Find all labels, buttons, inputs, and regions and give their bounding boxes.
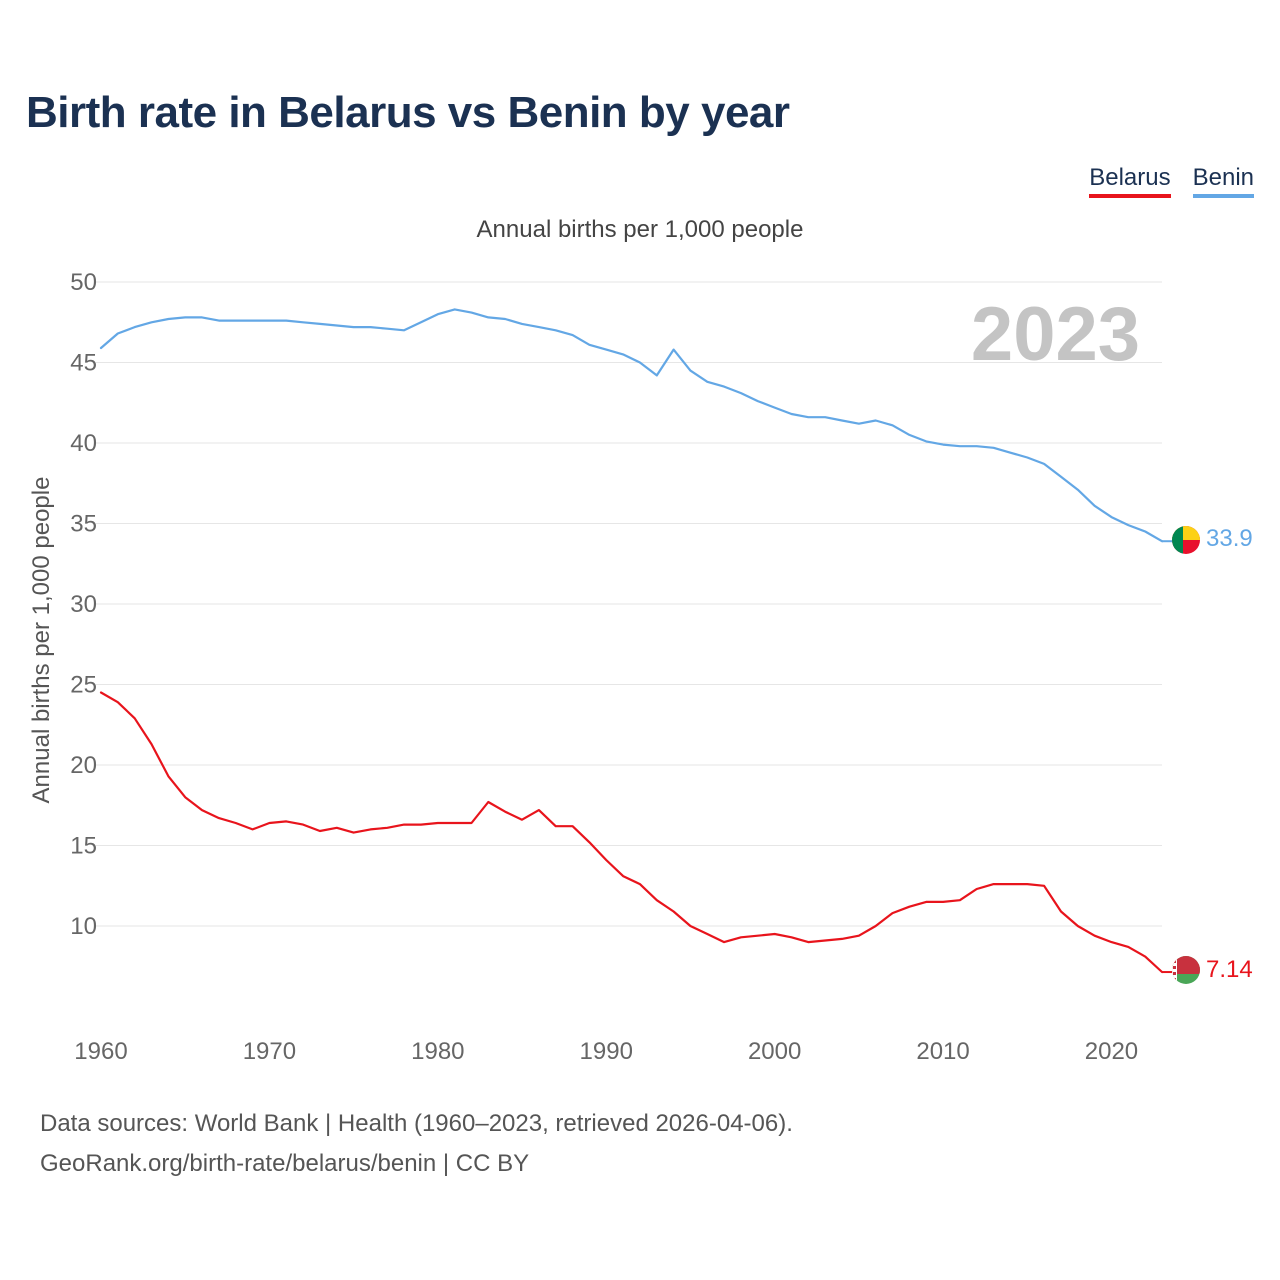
chart-subtitle: Annual births per 1,000 people — [476, 216, 804, 243]
x-tick-label: 1960 — [74, 1038, 127, 1065]
y-tick-label: 15 — [70, 833, 97, 860]
y-tick-label: 10 — [70, 913, 97, 940]
y-tick-label: 35 — [70, 511, 97, 538]
x-axis-ticks: 1960 1970 1980 1990 2000 2010 2020 — [74, 1038, 1138, 1065]
legend: Belarus Benin — [1089, 164, 1254, 198]
footer-attribution: GeoRank.org/birth-rate/belarus/benin | C… — [40, 1150, 530, 1177]
y-tick-label: 50 — [70, 269, 97, 296]
x-tick-label: 1970 — [243, 1038, 296, 1065]
belarus-end-label: 7.14 — [1206, 956, 1253, 983]
x-tick-label: 2020 — [1085, 1038, 1138, 1065]
y-tick-label: 45 — [70, 350, 97, 377]
y-tick-label: 30 — [70, 591, 97, 618]
gridlines — [96, 281, 1162, 927]
legend-item-belarus[interactable]: Belarus — [1089, 164, 1171, 198]
series-line-belarus — [99, 691, 1164, 974]
y-tick-label: 40 — [70, 430, 97, 457]
benin-flag-icon — [1172, 526, 1200, 554]
series-line-benin — [99, 308, 1164, 543]
chart-title: Birth rate in Belarus vs Benin by year — [26, 88, 790, 137]
legend-item-benin[interactable]: Benin — [1192, 164, 1254, 198]
footer: Data sources: World Bank | Health (1960–… — [40, 1104, 793, 1184]
series — [99, 308, 1172, 974]
y-tick-label: 20 — [70, 752, 97, 779]
year-watermark: 2023 — [971, 292, 1140, 377]
y-axis-ticks: 10 15 20 25 30 35 40 45 50 — [70, 269, 97, 940]
y-tick-label: 25 — [70, 672, 97, 699]
x-tick-label: 1980 — [411, 1038, 464, 1065]
footer-sources: Data sources: World Bank | Health (1960–… — [40, 1110, 793, 1137]
x-tick-label: 1990 — [580, 1038, 633, 1065]
belarus-flag-icon — [1172, 956, 1200, 984]
benin-end-label: 33.9 — [1206, 525, 1253, 552]
x-tick-label: 2000 — [748, 1038, 801, 1065]
x-tick-label: 2010 — [916, 1038, 969, 1065]
